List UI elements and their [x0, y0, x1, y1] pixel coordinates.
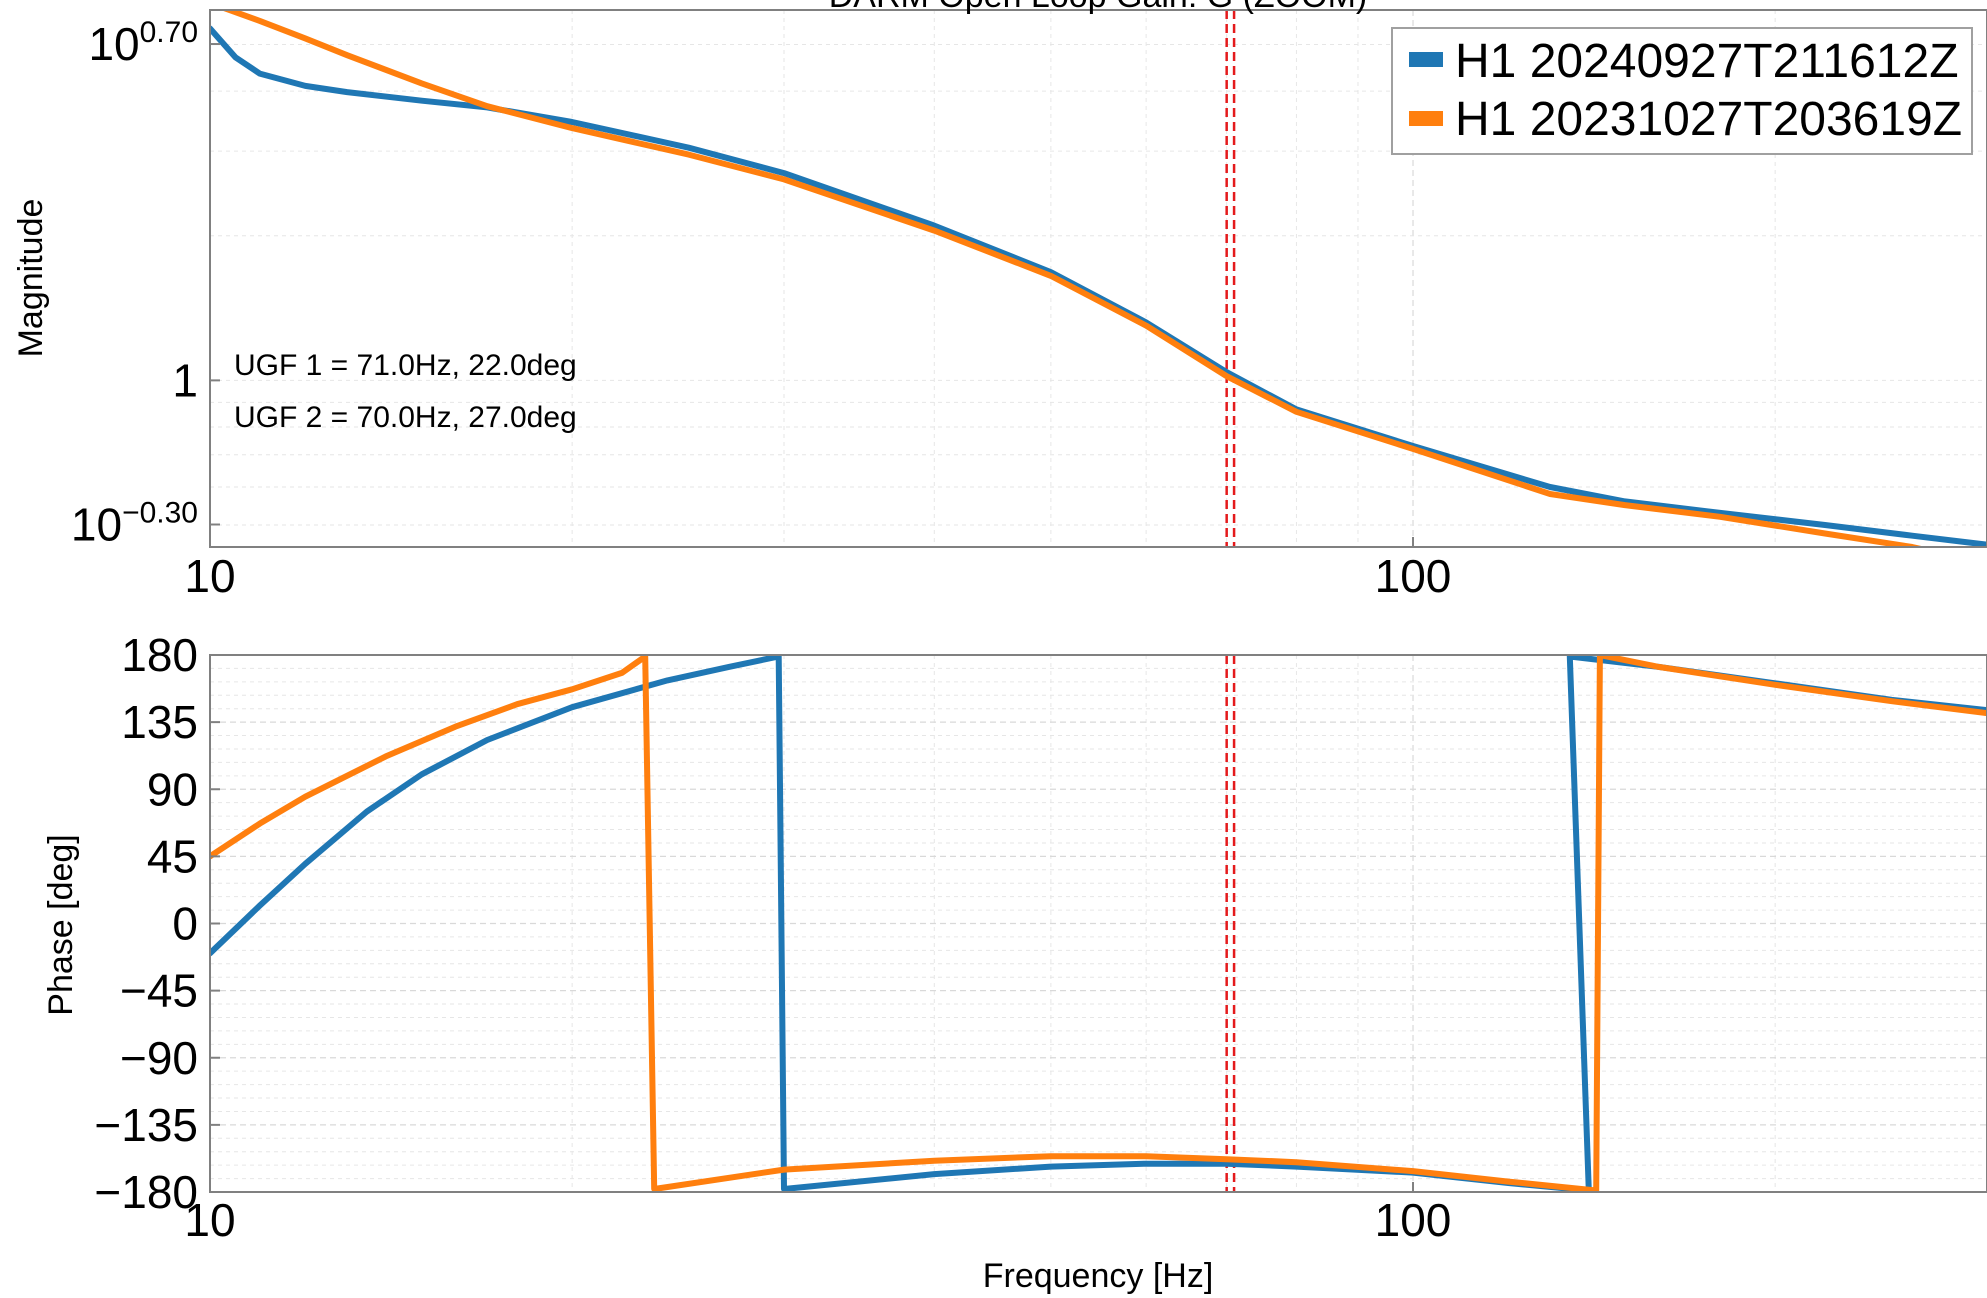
magnitude-series-line-2 — [220, 10, 1926, 547]
phase-grid — [209, 654, 1987, 1193]
y-tick-label: 0 — [172, 898, 198, 950]
phase-ugf-lines — [1225, 655, 1236, 1192]
y-tick-label: 135 — [121, 696, 198, 748]
y-tick-label: 180 — [121, 629, 198, 681]
x-axis-label: Frequency [Hz] — [983, 1257, 1214, 1295]
y-tick-label: 1 — [172, 354, 198, 406]
y-tick-label: 100.70 — [88, 16, 198, 70]
legend-entry-2: H1 20231027T203619Z — [1455, 93, 1962, 146]
magnitude-y-axis-label: Magnitude — [12, 199, 50, 358]
y-tick-exponent: 0.70 — [140, 16, 198, 49]
magnitude-series-line-1 — [210, 25, 1987, 547]
y-tick-base: 10 — [71, 499, 122, 551]
phase-y-axis-label: Phase [deg] — [42, 834, 80, 1015]
y-tick-label: 45 — [147, 830, 198, 882]
y-tick-exponent: −0.30 — [122, 497, 198, 530]
legend-swatch-blue — [1409, 52, 1443, 67]
legend-swatch-orange — [1409, 111, 1443, 126]
legend-box — [1391, 27, 1973, 155]
y-tick-label: 10−0.30 — [71, 497, 198, 551]
phase-tick-labels: 10 100 180 135 90 45 0 −45 −90 −135 −180 — [94, 629, 1451, 1246]
y-tick-label: −90 — [120, 1032, 198, 1084]
ugf-1-annotation: UGF 1 = 71.0Hz, 22.0deg — [234, 349, 577, 382]
y-tick-label: −180 — [94, 1166, 198, 1218]
x-tick-label: 10 — [184, 550, 235, 602]
magnitude-series — [210, 10, 1987, 547]
x-tick-label: 100 — [1375, 550, 1452, 602]
phase-series — [210, 655, 1987, 1192]
magnitude-plot-frame — [209, 9, 1987, 548]
ugf-2-annotation: UGF 2 = 70.0Hz, 27.0deg — [234, 401, 577, 434]
legend: H1 20240927T211612Z H1 20231027T203619Z — [1391, 27, 1973, 155]
y-tick-label: −45 — [120, 965, 198, 1017]
legend-entry-1: H1 20240927T211612Z — [1455, 35, 1959, 88]
y-tick-base: 10 — [88, 18, 139, 70]
magnitude-ugf-lines — [1225, 10, 1236, 547]
y-tick-label: −135 — [94, 1099, 198, 1151]
phase-series-line-2 — [210, 655, 1987, 1192]
phase-series-line-1 — [210, 655, 1987, 1192]
x-tick-label: 10 — [184, 1194, 235, 1246]
phase-panel: 10 100 180 135 90 45 0 −45 −90 −135 −180 Phase [de… — [42, 629, 1987, 1295]
magnitude-title: DARM Open Loop Gain: G (ZOOM) — [829, 0, 1368, 15]
y-tick-label: 90 — [147, 763, 198, 815]
x-tick-label: 100 — [1375, 1194, 1452, 1246]
